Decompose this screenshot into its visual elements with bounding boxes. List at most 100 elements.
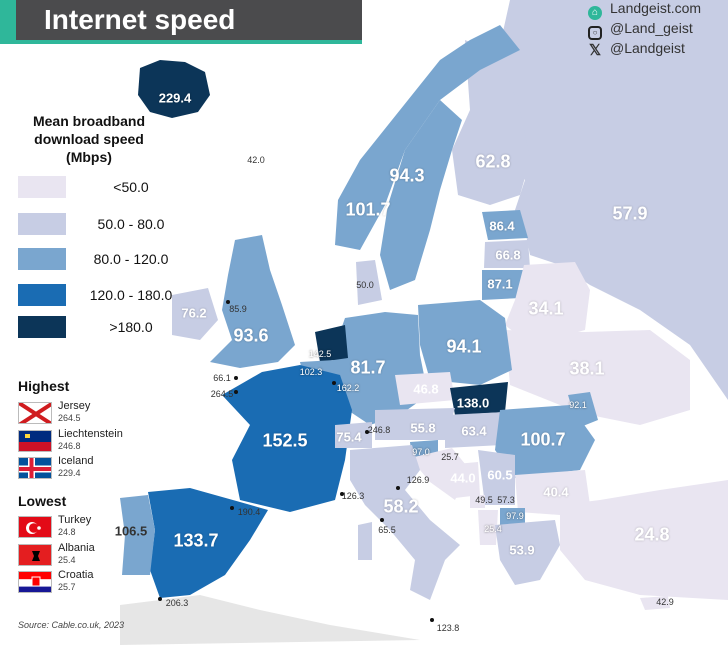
region-latvia	[484, 240, 530, 268]
value-label-netherlands: 142.5	[308, 349, 332, 359]
legend-title: Mean broadband download speed (Mbps)	[14, 112, 164, 166]
value-label-poland: 94.1	[446, 336, 482, 357]
marker-dot-malta	[430, 618, 434, 622]
region-france	[222, 365, 352, 512]
region-belarus	[505, 262, 590, 345]
value-label-kosovo: 57.3	[497, 495, 515, 505]
value-label-albania: 25.4	[484, 524, 502, 534]
region-sweden	[380, 100, 462, 290]
brand-x: 𝕏 @Landgeist	[588, 40, 685, 58]
value-label-luxembourg: 162.2	[336, 383, 360, 393]
value-label-slovenia: 97.0	[412, 447, 430, 457]
title-bar: Internet speed	[0, 0, 362, 44]
marker-dot-andorra	[230, 506, 234, 510]
value-label-turkey: 24.8	[634, 524, 670, 545]
region-turkey	[560, 480, 728, 600]
value-label-germany: 81.7	[350, 357, 386, 378]
turkey-flag-icon	[18, 516, 52, 538]
rank-country-name: Iceland	[58, 455, 94, 467]
iceland-flag-icon	[18, 457, 52, 479]
region-ukraine	[505, 330, 690, 425]
croatia-flag-icon	[18, 571, 52, 593]
region-italy	[350, 445, 460, 600]
region-albania	[478, 510, 498, 545]
legend-title-line3: (Mbps)	[66, 149, 112, 165]
brand-site: ⌂ Landgeist.com	[588, 0, 701, 20]
value-label-north-macedonia: 97.9	[506, 511, 524, 521]
rank-country-name: Jersey	[58, 400, 91, 412]
legend-swatch	[18, 176, 66, 198]
value-label-gibraltar: 206.3	[165, 598, 189, 608]
marker-dot-guernsey	[234, 376, 238, 380]
value-label-malta: 123.8	[436, 623, 460, 633]
legend-title-line1: Mean broadband	[32, 113, 145, 129]
value-label-italy: 58.2	[383, 496, 419, 517]
rank-country-name: Liechtenstein	[58, 428, 123, 440]
marker-dot-monaco	[340, 492, 344, 496]
value-label-isle-of-man: 85.9	[229, 304, 247, 314]
value-label-france: 152.5	[262, 430, 308, 451]
region-cyprus	[640, 596, 670, 610]
rank-value: 264.5	[58, 413, 81, 423]
legend-label: >180.0	[109, 319, 153, 335]
page-title: Internet speed	[44, 4, 236, 35]
region-finland	[452, 40, 530, 205]
value-label-czechia: 46.8	[413, 381, 439, 397]
legend-swatch	[18, 316, 66, 338]
landgeist-logo-icon: ⌂	[588, 6, 602, 20]
jersey-flag-icon	[18, 402, 52, 424]
region-montenegro	[470, 495, 485, 508]
value-label-slovakia: 138.0	[456, 395, 490, 411]
brand-instagram: ○ @Land_geist	[588, 20, 693, 40]
rank-country-name: Croatia	[58, 569, 94, 581]
region-sardinia	[358, 522, 372, 560]
region-portugal	[120, 495, 155, 575]
marker-dot-gibraltar	[158, 597, 162, 601]
legend-label: 120.0 - 180.0	[89, 287, 173, 303]
value-label-sweden: 94.3	[389, 165, 425, 186]
legend-swatch	[18, 248, 66, 270]
region-czechia	[395, 372, 455, 405]
value-label-romania: 100.7	[520, 429, 566, 450]
value-label-austria: 55.8	[410, 420, 436, 436]
region-austria	[375, 408, 455, 440]
marker-dot-isle-of-man	[226, 300, 230, 304]
value-label-san-marino: 126.9	[406, 475, 430, 485]
value-label-spain: 133.7	[173, 530, 219, 551]
legend-label: <50.0	[113, 179, 149, 195]
value-label-moldova: 92.1	[569, 400, 587, 410]
region-bosnia	[445, 462, 480, 498]
value-label-denmark: 50.0	[356, 280, 374, 290]
value-label-portugal: 106.5	[114, 523, 148, 539]
source-note: Source: Cable.co.uk, 2023	[18, 620, 125, 630]
value-label-iceland: 229.4	[158, 90, 192, 106]
title-accent	[0, 0, 16, 44]
marker-dot-liechtenstein	[365, 430, 369, 434]
value-label-cyprus: 42.9	[656, 597, 674, 607]
region-netherlands	[315, 325, 348, 362]
value-label-jersey: 264.5	[210, 389, 234, 399]
value-label-ukraine: 38.1	[569, 358, 605, 379]
lowest-heading: Lowest	[18, 493, 67, 509]
value-label-estonia: 86.4	[489, 218, 515, 234]
region-hungary	[445, 412, 505, 448]
value-label-belgium: 102.3	[299, 367, 323, 377]
region-slovakia	[450, 382, 508, 415]
rank-value: 246.8	[58, 441, 81, 451]
region-norway	[335, 25, 520, 250]
rank-value: 229.4	[58, 468, 81, 478]
region-denmark	[356, 260, 382, 305]
value-label-belarus: 34.1	[528, 298, 564, 319]
value-label-serbia: 60.5	[487, 467, 513, 483]
legend-swatch	[18, 284, 66, 306]
legend-label: 50.0 - 80.0	[97, 216, 165, 232]
highest-heading: Highest	[18, 378, 70, 394]
value-label-hungary: 63.4	[461, 423, 487, 439]
value-label-finland: 62.8	[475, 151, 511, 172]
legend-label: 80.0 - 120.0	[93, 251, 169, 267]
north-africa	[120, 595, 420, 645]
legend-swatch	[18, 213, 66, 235]
value-label-croatia: 25.7	[441, 452, 459, 462]
region-uk	[210, 235, 295, 368]
